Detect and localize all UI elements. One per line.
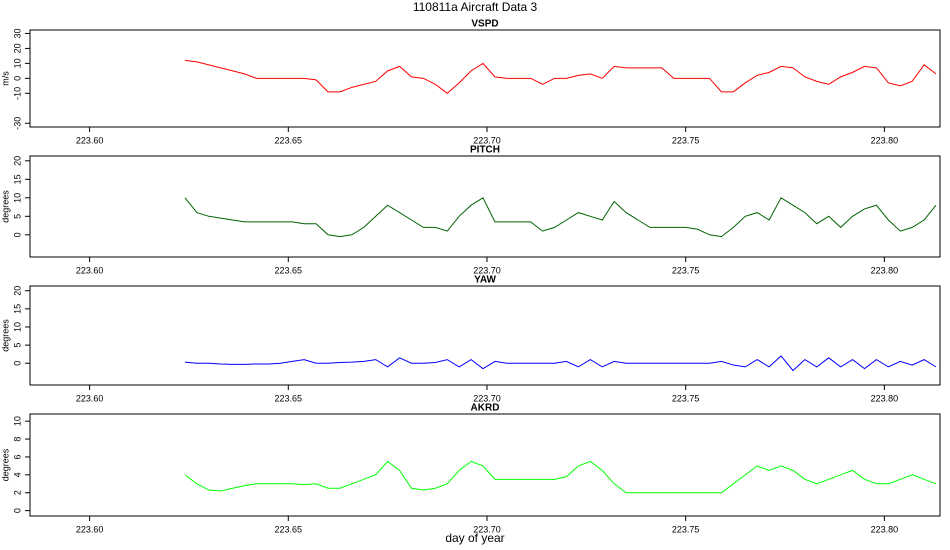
y-tick-label: 0 xyxy=(12,361,22,366)
chart-title: 110811a Aircraft Data 3 xyxy=(413,0,538,14)
x-axis-label: day of year xyxy=(445,531,504,545)
y-tick-label: 30 xyxy=(12,28,22,38)
x-tick-label: 223.60 xyxy=(76,524,104,534)
y-tick-label: 5 xyxy=(12,214,22,219)
x-tick-label: 223.65 xyxy=(275,135,303,145)
data-line xyxy=(184,197,937,238)
y-tick-label: 20 xyxy=(12,43,22,53)
y-axis-label: degrees xyxy=(0,448,10,481)
y-axis-label: degrees xyxy=(0,319,10,352)
y-tick-label: -30 xyxy=(12,117,22,130)
y-tick-label: 10 xyxy=(12,193,22,203)
panel-title: PITCH xyxy=(470,145,500,156)
y-tick-label: 10 xyxy=(12,58,22,68)
x-tick-label: 223.70 xyxy=(473,393,501,403)
y-tick-label: -10 xyxy=(12,87,22,100)
x-tick-label: 223.65 xyxy=(275,393,303,403)
y-tick-label: 4 xyxy=(12,472,22,477)
x-tick-label: 223.75 xyxy=(672,265,700,275)
x-tick-label: 223.65 xyxy=(275,265,303,275)
panel-title: VSPD xyxy=(471,19,498,30)
data-line xyxy=(184,59,937,94)
x-tick-label: 223.75 xyxy=(672,393,700,403)
y-tick-label: 20 xyxy=(12,286,22,296)
panel-title: AKRD xyxy=(471,403,500,414)
x-tick-label: 223.80 xyxy=(871,265,899,275)
x-tick-label: 223.80 xyxy=(871,524,899,534)
data-line xyxy=(184,460,937,494)
x-tick-label: 223.65 xyxy=(275,524,303,534)
y-tick-label: 8 xyxy=(12,437,22,442)
y-axis-label: m/s xyxy=(0,71,10,86)
y-tick-label: 10 xyxy=(12,416,22,426)
x-tick-label: 223.70 xyxy=(473,135,501,145)
y-tick-label: 6 xyxy=(12,454,22,459)
y-tick-label: 0 xyxy=(12,508,22,513)
data-line xyxy=(184,355,937,372)
x-tick-label: 223.80 xyxy=(871,135,899,145)
x-tick-label: 223.70 xyxy=(473,524,501,534)
x-tick-label: 223.80 xyxy=(871,393,899,403)
x-tick-label: 223.60 xyxy=(76,265,104,275)
plot-frame xyxy=(29,413,941,517)
y-axis-label: degrees xyxy=(0,190,10,223)
x-tick-label: 223.60 xyxy=(76,393,104,403)
y-tick-label: 0 xyxy=(12,76,22,81)
y-tick-label: 15 xyxy=(12,304,22,314)
y-tick-label: 15 xyxy=(12,174,22,184)
plot-frame xyxy=(29,285,941,386)
plot-frame xyxy=(29,155,941,258)
panel-title: YAW xyxy=(474,275,496,286)
x-tick-label: 223.60 xyxy=(76,135,104,145)
plot-frame xyxy=(29,29,941,128)
y-tick-label: 2 xyxy=(12,490,22,495)
x-tick-label: 223.75 xyxy=(672,135,700,145)
y-tick-label: 10 xyxy=(12,322,22,332)
x-tick-label: 223.70 xyxy=(473,265,501,275)
x-tick-label: 223.75 xyxy=(672,524,700,534)
y-tick-label: 0 xyxy=(12,232,22,237)
y-tick-label: 20 xyxy=(12,156,22,166)
y-tick-label: 5 xyxy=(12,343,22,348)
